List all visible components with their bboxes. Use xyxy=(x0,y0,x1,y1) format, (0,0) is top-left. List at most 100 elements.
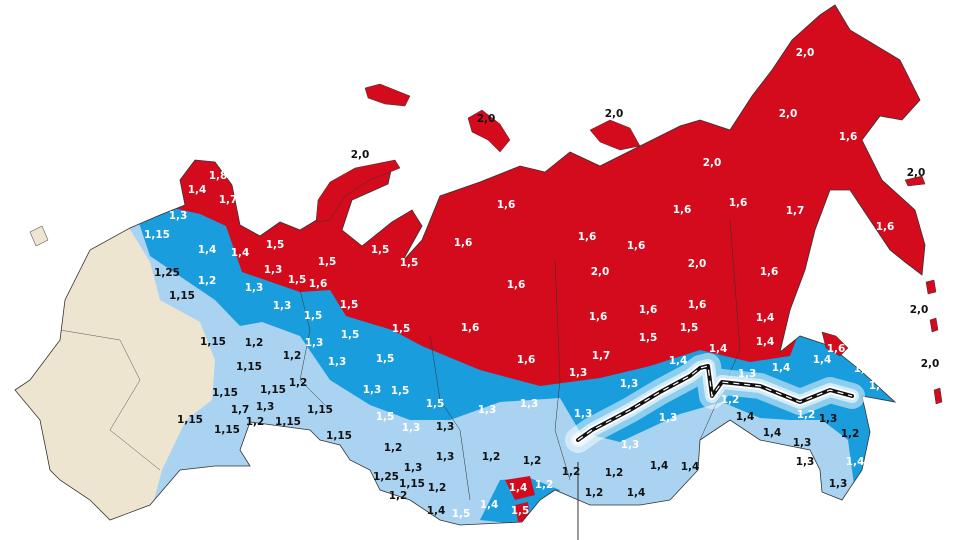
coefficient-label: 1,15 xyxy=(144,229,170,241)
coefficient-label: 2,0 xyxy=(477,113,496,125)
coefficient-label: 1,6 xyxy=(578,231,597,243)
coefficient-label: 1,4 xyxy=(480,499,499,511)
coefficient-label: 1,4 xyxy=(763,427,782,439)
coefficient-label: 1,5 xyxy=(392,323,411,335)
coefficient-label: 1,6 xyxy=(497,199,516,211)
coefficient-label: 1,6 xyxy=(461,322,480,334)
coefficient-label: 1,3 xyxy=(478,404,497,416)
coefficient-label: 1,4 xyxy=(669,355,688,367)
coefficient-label: 1,15 xyxy=(200,336,226,348)
coefficient-label: 1,15 xyxy=(307,404,333,416)
coefficient-label: 1,15 xyxy=(275,416,301,428)
coefficient-label: 1,2 xyxy=(535,479,554,491)
coefficient-label: 2,0 xyxy=(605,108,624,120)
coefficient-label: 1,15 xyxy=(169,290,195,302)
coefficient-label: 2,0 xyxy=(921,358,940,370)
coefficient-label: 1,3 xyxy=(404,462,423,474)
coefficient-label: 2,0 xyxy=(703,157,722,169)
coefficient-label: 1,3 xyxy=(738,368,757,380)
coefficient-label: 1,3 xyxy=(796,456,815,468)
coefficient-label: 1,2 xyxy=(289,377,308,389)
coefficient-label: 2,0 xyxy=(910,304,929,316)
coefficient-label: 2,0 xyxy=(688,258,707,270)
coefficient-label: 1,3 xyxy=(363,384,382,396)
franz-josef-land xyxy=(364,83,411,107)
wrangel-island xyxy=(904,175,926,187)
kuril-island xyxy=(929,317,939,333)
coefficient-label: 1,4 xyxy=(854,363,873,375)
coefficient-label: 1,7 xyxy=(786,205,805,217)
coefficient-label: 1,3 xyxy=(574,408,593,420)
coefficient-labels: 2,0 2,0 1,6 2,0 1,6 1,6 1,6 1,7 1,6 1,6 1,6 1,6 2,0 2… xyxy=(144,47,939,520)
coefficient-label: 1,6 xyxy=(673,204,692,216)
coefficient-label: 1,4 xyxy=(681,461,700,473)
coefficient-label: 2,0 xyxy=(907,167,926,179)
coefficient-label: 1,2 xyxy=(198,275,217,287)
coefficient-label: 1,3 xyxy=(256,401,275,413)
baikal-amur-railway xyxy=(565,353,865,453)
coefficient-label: 1,15 xyxy=(399,478,425,490)
coefficient-label: 1,6 xyxy=(876,221,895,233)
coefficient-label: 1,6 xyxy=(688,299,707,311)
coefficient-label: 1,2 xyxy=(482,451,501,463)
coefficient-label: 1,3 xyxy=(169,210,188,222)
coefficient-label: 1,5 xyxy=(452,508,471,520)
coefficient-label: 1,6 xyxy=(309,278,328,290)
coefficient-label: 1,6 xyxy=(639,304,658,316)
coefficient-label: 1,4 xyxy=(869,380,888,392)
coefficient-label: 1,5 xyxy=(400,257,419,269)
kaliningrad xyxy=(29,225,49,247)
islands xyxy=(29,83,943,405)
coefficient-label: 1,4 xyxy=(813,354,832,366)
coefficient-label: 1,3 xyxy=(520,398,539,410)
coefficient-label: 1,6 xyxy=(729,197,748,209)
coefficient-label: 1,4 xyxy=(756,336,775,348)
coefficient-label: 1,4 xyxy=(756,312,775,324)
coefficient-label: 1,4 xyxy=(509,482,528,494)
coefficient-label: 1,4 xyxy=(427,505,446,517)
coefficient-label: 1,4 xyxy=(772,362,791,374)
severnaya-zemlya xyxy=(467,109,511,153)
coefficient-label: 1,4 xyxy=(198,244,217,256)
coefficient-label: 2,0 xyxy=(796,47,815,59)
coefficient-label: 1,2 xyxy=(585,487,604,499)
coefficient-label: 1,15 xyxy=(326,430,352,442)
coefficient-label: 1,5 xyxy=(639,332,658,344)
zone-blue-amur xyxy=(480,478,560,525)
coefficient-label: 1,5 xyxy=(341,329,360,341)
coefficient-label: 1,5 xyxy=(391,385,410,397)
coefficient-label: 2,0 xyxy=(591,266,610,278)
coefficient-label: 1,4 xyxy=(709,343,728,355)
coefficient-label: 1,3 xyxy=(402,422,421,434)
coefficient-label: 1,25 xyxy=(373,471,399,483)
coefficient-label: 1,6 xyxy=(627,240,646,252)
coefficient-label: 1,2 xyxy=(523,455,542,467)
railway-line xyxy=(577,365,853,441)
new-siberian-islands xyxy=(589,119,641,151)
coefficient-label: 1,6 xyxy=(827,343,846,355)
coefficient-label: 1,3 xyxy=(273,300,292,312)
coefficient-label: 2,0 xyxy=(779,108,798,120)
sakhalin-north xyxy=(821,331,849,357)
coefficient-label: 1,7 xyxy=(592,350,611,362)
coefficient-label: 1,3 xyxy=(569,367,588,379)
coefficient-label: 1,3 xyxy=(793,437,812,449)
coefficient-label: 1,4 xyxy=(846,456,865,468)
coefficient-label: 1,15 xyxy=(212,387,238,399)
coefficient-label: 1,2 xyxy=(797,409,816,421)
coefficient-label: 1,2 xyxy=(605,467,624,479)
coefficient-label: 1,5 xyxy=(304,310,323,322)
coefficient-label: 1,2 xyxy=(384,442,403,454)
coefficient-label: 1,5 xyxy=(371,244,390,256)
coefficient-label: 1,2 xyxy=(245,337,264,349)
coefficient-label: 1,5 xyxy=(288,274,307,286)
coefficient-label: 1,15 xyxy=(214,424,240,436)
coefficient-label: 1,3 xyxy=(264,264,283,276)
region-border xyxy=(554,259,571,481)
coefficient-label: 1,4 xyxy=(188,184,207,196)
coefficient-label: 1,8 xyxy=(209,170,228,182)
coefficient-label: 2,0 xyxy=(351,149,370,161)
coefficient-label: 1,5 xyxy=(376,411,395,423)
